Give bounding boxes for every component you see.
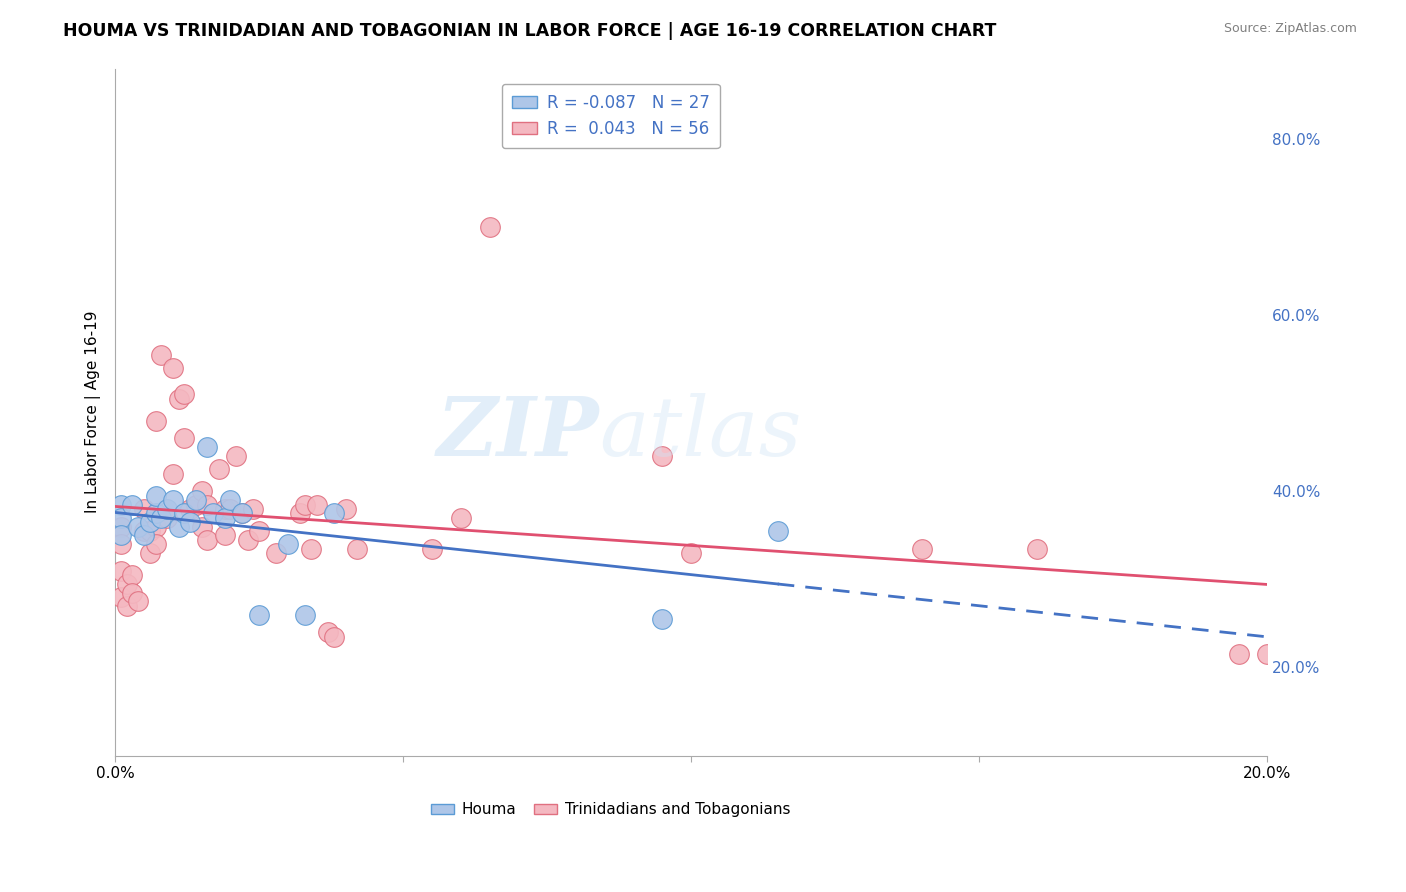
Point [323,630,346,644]
Point [179,502,201,516]
Point [156,502,179,516]
Point [242,502,264,516]
Point [911,541,934,556]
Point [132,502,155,516]
Point [139,546,162,560]
Point [110,528,132,542]
Point [150,348,173,362]
Point [110,519,132,533]
Point [318,625,340,640]
Point [121,585,143,599]
Point [195,498,218,512]
Point [139,515,162,529]
Point [323,506,346,520]
Point [179,515,201,529]
Point [115,599,138,613]
Text: Source: ZipAtlas.com: Source: ZipAtlas.com [1223,22,1357,36]
Point [1025,541,1047,556]
Point [121,568,143,582]
Point [231,506,253,520]
Point [236,533,259,547]
Point [173,432,195,446]
Point [288,506,311,520]
Point [184,493,207,508]
Point [167,519,190,533]
Point [139,524,162,538]
Point [1227,647,1250,661]
Point [651,612,673,626]
Point [478,220,501,235]
Point [145,489,167,503]
Point [294,498,316,512]
Point [145,519,167,533]
Point [208,462,231,476]
Point [305,498,328,512]
Point [214,510,236,524]
Point [294,607,316,622]
Point [219,502,242,516]
Point [266,546,288,560]
Point [132,528,155,542]
Point [219,493,242,508]
Point [110,590,132,604]
Point [335,502,357,516]
Point [277,537,299,551]
Point [420,541,443,556]
Point [162,361,184,376]
Point [167,392,190,406]
Point [173,387,195,401]
Point [195,533,218,547]
Point [110,498,132,512]
Point [145,506,167,520]
Point [190,484,212,499]
Point [110,510,132,524]
Point [681,546,703,560]
Point [1256,647,1278,661]
Point [127,519,149,533]
Point [231,506,253,520]
Point [450,510,472,524]
Point [110,564,132,578]
Point [214,528,236,542]
Point [145,537,167,551]
Point [132,524,155,538]
Point [162,467,184,481]
Point [184,498,207,512]
Point [156,510,179,524]
Point [190,519,212,533]
Text: ZIP: ZIP [436,392,599,473]
Point [651,449,673,463]
Point [346,541,368,556]
Point [115,576,138,591]
Point [247,524,270,538]
Legend: Houma, Trinidadians and Tobagonians: Houma, Trinidadians and Tobagonians [425,797,797,823]
Point [150,510,173,524]
Point [110,537,132,551]
Point [127,594,149,608]
Point [299,541,322,556]
Point [766,524,789,538]
Text: HOUMA VS TRINIDADIAN AND TOBAGONIAN IN LABOR FORCE | AGE 16-19 CORRELATION CHART: HOUMA VS TRINIDADIAN AND TOBAGONIAN IN L… [63,22,997,40]
Point [195,440,218,454]
Point [225,449,247,463]
Point [173,506,195,520]
Point [121,498,143,512]
Text: atlas: atlas [599,392,801,473]
Point [247,607,270,622]
Point [162,493,184,508]
Y-axis label: In Labor Force | Age 16-19: In Labor Force | Age 16-19 [86,310,101,513]
Point [202,506,225,520]
Point [145,414,167,428]
Point [214,502,236,516]
